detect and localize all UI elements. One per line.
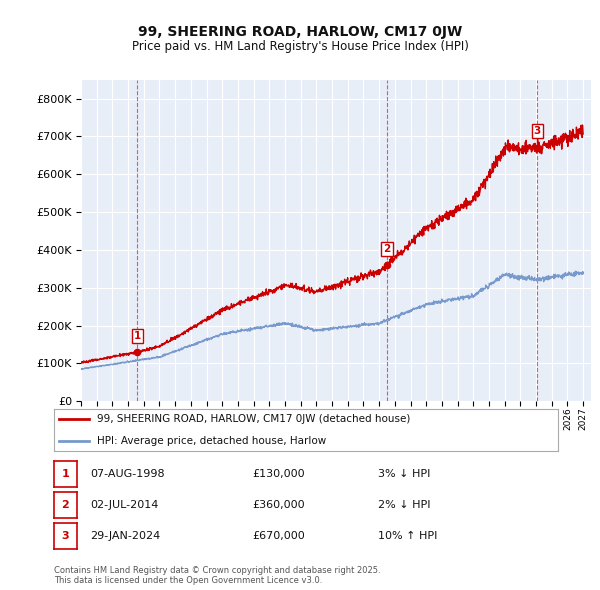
Text: 99, SHEERING ROAD, HARLOW, CM17 0JW (detached house): 99, SHEERING ROAD, HARLOW, CM17 0JW (det… xyxy=(97,415,410,424)
Text: 1: 1 xyxy=(134,330,141,340)
Text: 1: 1 xyxy=(62,470,69,479)
Text: 3: 3 xyxy=(62,531,69,540)
Text: 29-JAN-2024: 29-JAN-2024 xyxy=(90,531,160,540)
Text: 3% ↓ HPI: 3% ↓ HPI xyxy=(378,470,430,479)
Point xyxy=(382,260,392,270)
Point xyxy=(133,348,142,357)
Text: £670,000: £670,000 xyxy=(252,531,305,540)
Text: 99, SHEERING ROAD, HARLOW, CM17 0JW: 99, SHEERING ROAD, HARLOW, CM17 0JW xyxy=(138,25,462,40)
Text: 02-JUL-2014: 02-JUL-2014 xyxy=(90,500,158,510)
Text: HPI: Average price, detached house, Harlow: HPI: Average price, detached house, Harl… xyxy=(97,436,326,445)
Text: 2: 2 xyxy=(62,500,69,510)
Text: 3: 3 xyxy=(534,126,541,136)
Text: 2% ↓ HPI: 2% ↓ HPI xyxy=(378,500,431,510)
Text: £130,000: £130,000 xyxy=(252,470,305,479)
Text: Contains HM Land Registry data © Crown copyright and database right 2025.
This d: Contains HM Land Registry data © Crown c… xyxy=(54,566,380,585)
Text: 07-AUG-1998: 07-AUG-1998 xyxy=(90,470,164,479)
Text: 10% ↑ HPI: 10% ↑ HPI xyxy=(378,531,437,540)
Point xyxy=(533,143,542,152)
Text: £360,000: £360,000 xyxy=(252,500,305,510)
Text: Price paid vs. HM Land Registry's House Price Index (HPI): Price paid vs. HM Land Registry's House … xyxy=(131,40,469,53)
Text: 2: 2 xyxy=(383,244,391,254)
